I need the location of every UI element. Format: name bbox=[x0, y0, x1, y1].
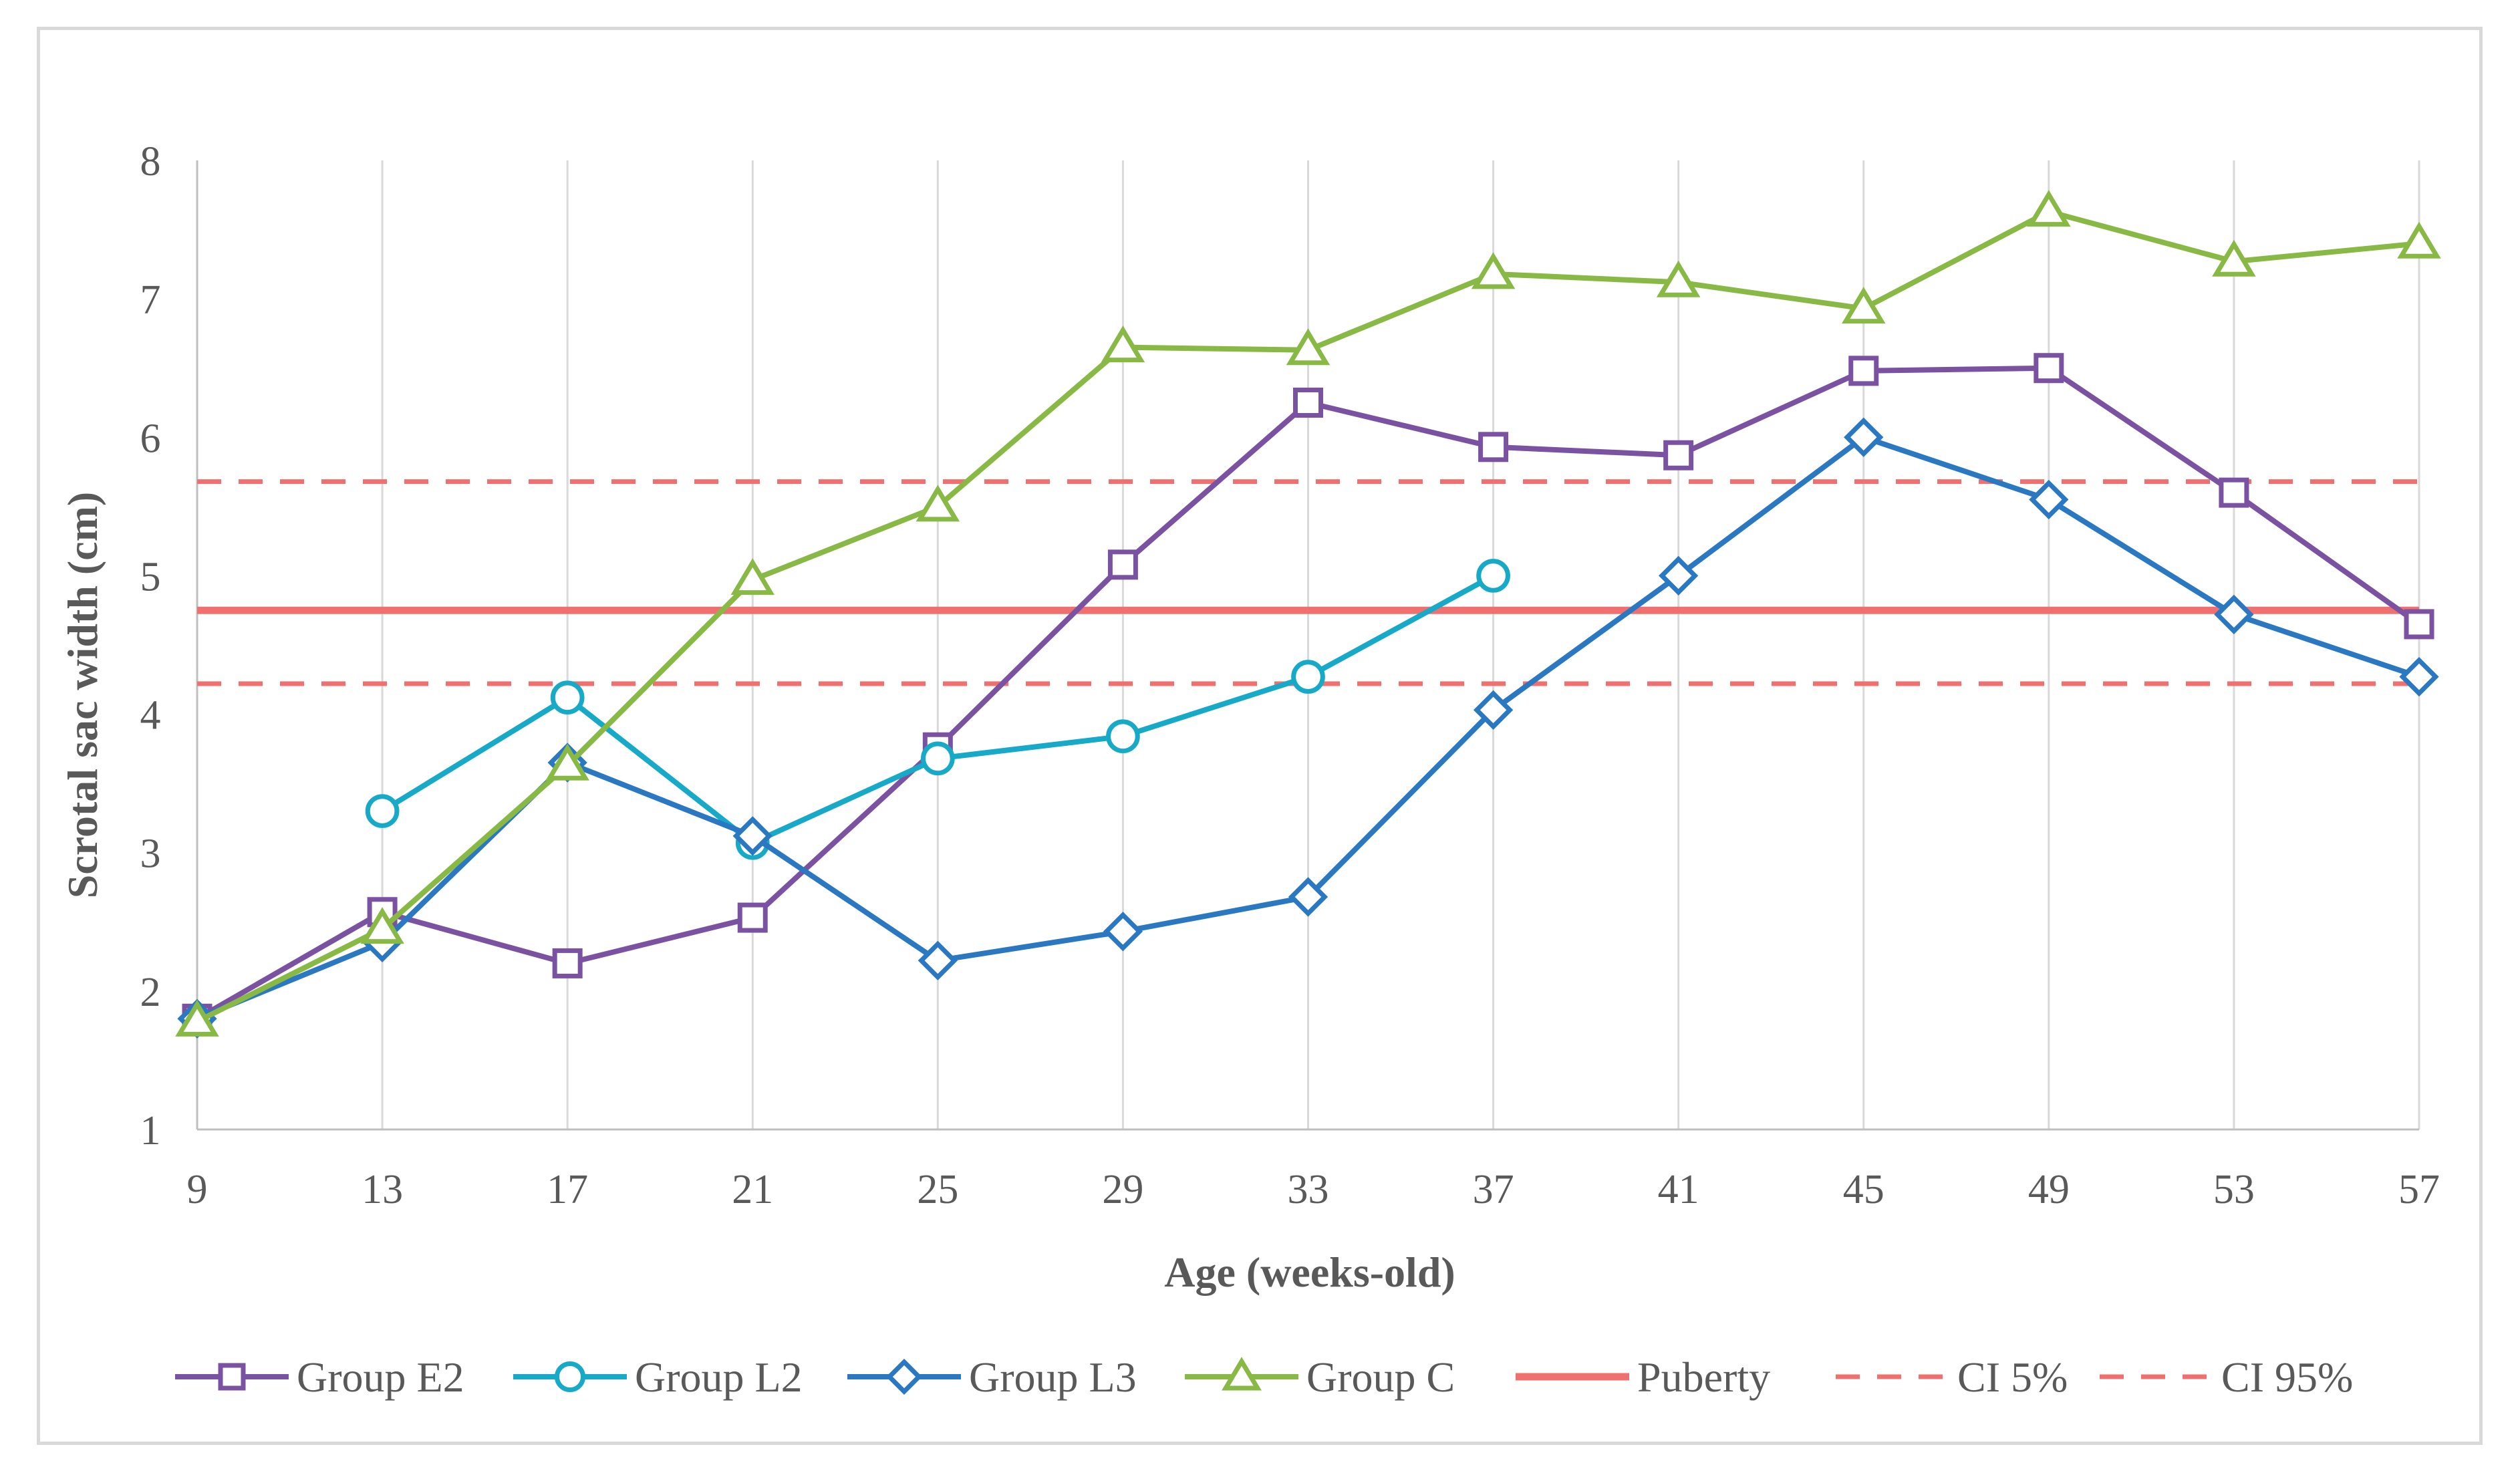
data-point-group-l2 bbox=[1476, 559, 1510, 593]
legend-label-puberty: Puberty bbox=[1637, 1353, 1770, 1401]
data-point-group-e2 bbox=[552, 948, 583, 978]
data-point-group-e2 bbox=[1663, 440, 1694, 471]
legend-label-group-c: Group C bbox=[1306, 1353, 1455, 1401]
legend-marker-group-l2 bbox=[554, 1361, 586, 1393]
x-tick-label: 45 bbox=[1843, 1167, 1884, 1212]
data-point-group-e2 bbox=[2404, 609, 2434, 640]
x-tick-label: 21 bbox=[732, 1167, 773, 1212]
data-point-group-c bbox=[2397, 221, 2441, 259]
data-point-group-c bbox=[1471, 252, 1516, 289]
data-point-group-e2 bbox=[1848, 356, 1879, 386]
data-point-group-c bbox=[360, 907, 404, 944]
data-point-group-c bbox=[1656, 260, 1701, 297]
data-point-group-e2 bbox=[2034, 353, 2064, 384]
series-group-c bbox=[175, 190, 2441, 1037]
legend-label-ci-95-: CI 95% bbox=[2221, 1353, 2353, 1401]
data-point-group-e2 bbox=[2219, 477, 2249, 508]
x-tick-label: 29 bbox=[1102, 1167, 1143, 1212]
data-point-group-e2 bbox=[1293, 388, 1323, 418]
x-tick-label: 41 bbox=[1658, 1167, 1699, 1212]
y-tick-label: 2 bbox=[140, 970, 161, 1015]
data-point-group-l3 bbox=[918, 940, 958, 980]
x-tick-label: 17 bbox=[547, 1167, 588, 1212]
x-tick-label: 37 bbox=[1473, 1167, 1514, 1212]
data-point-group-l3 bbox=[1659, 555, 1699, 596]
data-point-group-l3 bbox=[2214, 594, 2254, 635]
data-point-group-l3 bbox=[2029, 479, 2069, 520]
legend-label-ci-5-: CI 5% bbox=[1957, 1353, 2068, 1401]
data-point-group-l3 bbox=[1473, 690, 1514, 730]
data-point-group-c bbox=[2027, 190, 2071, 227]
data-point-group-l2 bbox=[550, 680, 585, 715]
legend-marker-group-c bbox=[1222, 1357, 1262, 1391]
legend-label-group-l2: Group L2 bbox=[635, 1353, 803, 1401]
data-point-group-e2 bbox=[737, 902, 768, 933]
x-tick-label: 53 bbox=[2213, 1167, 2255, 1212]
legend-label-group-e2: Group E2 bbox=[297, 1353, 464, 1401]
data-point-group-l3 bbox=[1844, 417, 1884, 457]
y-tick-label: 1 bbox=[140, 1108, 161, 1154]
data-point-group-l2 bbox=[1106, 719, 1140, 754]
legend: Group E2 Group L2 Group L3 Group C Puberty CI… bbox=[175, 1353, 2353, 1401]
x-tick-label: 57 bbox=[2398, 1167, 2440, 1212]
legend-item-group-l3: Group L3 bbox=[847, 1353, 1137, 1401]
data-point-group-l2 bbox=[920, 741, 955, 776]
data-point-group-c bbox=[175, 999, 219, 1037]
axes bbox=[196, 160, 2419, 1131]
data-point-group-c bbox=[545, 743, 589, 781]
legend-item-group-e2: Group E2 bbox=[175, 1353, 464, 1401]
y-tick-label: 8 bbox=[140, 139, 161, 184]
legend-label-group-l3: Group L3 bbox=[969, 1353, 1137, 1401]
data-point-group-c bbox=[916, 485, 960, 522]
y-tick-label: 5 bbox=[140, 554, 161, 599]
data-point-group-l3 bbox=[732, 816, 773, 856]
x-tick-label: 25 bbox=[917, 1167, 958, 1212]
legend-item-group-c: Group C bbox=[1185, 1353, 1455, 1401]
y-tick-label: 6 bbox=[140, 416, 161, 461]
data-point-group-l2 bbox=[365, 794, 400, 828]
data-point-group-c bbox=[1286, 328, 1331, 366]
data-point-group-e2 bbox=[1478, 432, 1509, 462]
x-tick-label: 13 bbox=[362, 1167, 403, 1212]
data-point-group-l3 bbox=[2399, 656, 2439, 697]
y-axis-title: Scrotal sac width (cm) bbox=[59, 492, 106, 899]
reference-lines bbox=[197, 479, 2419, 686]
data-point-group-e2 bbox=[1107, 549, 1138, 580]
data-point-group-c bbox=[2212, 239, 2256, 277]
legend-item-puberty: Puberty bbox=[1516, 1353, 1770, 1401]
x-axis-title: Age (weeks-old) bbox=[1164, 1248, 1455, 1296]
legend-item-ci-5-: CI 5% bbox=[1836, 1353, 2068, 1401]
legend-item-group-l2: Group L2 bbox=[513, 1353, 803, 1401]
y-tick-label: 3 bbox=[140, 831, 161, 877]
data-point-group-l3 bbox=[1103, 912, 1143, 952]
legend-marker-group-l3 bbox=[885, 1358, 923, 1395]
x-tick-label: 33 bbox=[1288, 1167, 1329, 1212]
data-point-group-c bbox=[730, 558, 775, 595]
data-point-group-c bbox=[1841, 287, 1886, 324]
x-tick-label: 49 bbox=[2028, 1167, 2070, 1212]
y-tick-label: 7 bbox=[140, 277, 161, 323]
y-tick-label: 4 bbox=[140, 693, 161, 739]
x-tick-label: 9 bbox=[187, 1167, 208, 1212]
data-point-group-l2 bbox=[1291, 660, 1325, 694]
data-point-group-c bbox=[1101, 325, 1145, 363]
data-point-group-l3 bbox=[1288, 877, 1328, 917]
legend-marker-group-e2 bbox=[218, 1363, 246, 1391]
data-series bbox=[175, 190, 2441, 1039]
chart-frame bbox=[37, 27, 2483, 1445]
legend-item-ci-95-: CI 95% bbox=[2100, 1353, 2353, 1401]
